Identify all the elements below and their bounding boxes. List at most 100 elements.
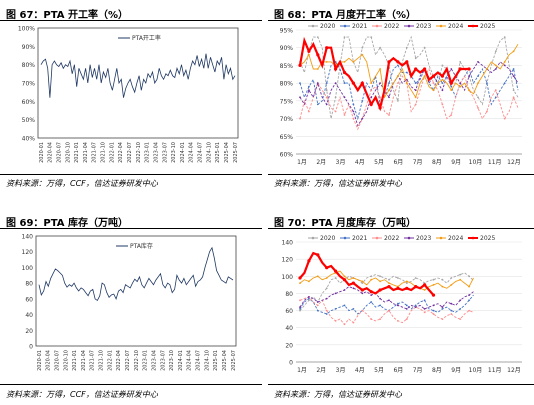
data-point-2021: [379, 304, 381, 307]
data-point-2025: [316, 253, 320, 257]
y-tick-label: 70%: [22, 81, 36, 88]
data-point-2025: [334, 67, 338, 71]
y-tick-label: 60: [285, 308, 293, 315]
y-tick-label: 0: [29, 344, 33, 351]
y-tick-label: 95%: [280, 28, 294, 35]
data-point-2024: [370, 82, 373, 84]
data-point-2020: [379, 46, 381, 49]
legend-marker: [471, 24, 475, 28]
x-tick-label: 2022-01: [107, 350, 113, 371]
data-point-2022: [343, 323, 346, 326]
legend-label: 2021: [352, 235, 367, 242]
x-tick-label: 8月: [432, 159, 442, 166]
data-point-2020: [405, 46, 408, 49]
data-point-2022: [459, 318, 462, 320]
x-tick-label: 2022-04: [116, 350, 122, 371]
legend-label: 2022: [384, 235, 399, 242]
data-point-2021: [494, 96, 497, 99]
data-point-2024: [343, 275, 346, 278]
data-point-2020: [361, 282, 364, 284]
data-point-2025: [360, 288, 364, 292]
data-point-2025: [298, 63, 302, 67]
data-point-2022: [388, 309, 390, 312]
data-point-2025: [378, 288, 382, 292]
x-tick-label: 2020-07: [56, 142, 62, 163]
source-note: 资料来源：万得，信达证券研发中心: [274, 179, 402, 188]
data-point-2024: [379, 280, 381, 283]
data-point-2020: [450, 277, 453, 279]
series-line-2024: [299, 43, 519, 99]
legend-label: 2020: [320, 23, 335, 30]
data-point-2023: [343, 289, 346, 291]
data-point-2022: [325, 309, 328, 312]
data-point-2025: [351, 81, 355, 85]
data-point-2020: [432, 278, 435, 281]
legend-marker: [311, 24, 315, 28]
data-point-2022: [477, 107, 479, 109]
data-point-2024: [316, 275, 319, 278]
data-point-2023: [325, 103, 328, 106]
data-point-2023: [325, 297, 328, 300]
x-tick-label: 2022-01: [109, 142, 115, 163]
data-point-2024: [512, 50, 515, 53]
data-point-2021: [361, 100, 364, 102]
panel-pta-monthly-operating-rate: 图 68：PTA 月度开工率（%） 60% 65% 70% 75% 80% 85% 90% 9…: [268, 0, 534, 200]
data-point-2022: [299, 299, 301, 302]
data-point-2022: [512, 96, 515, 99]
data-point-2023: [343, 96, 346, 99]
y-tick-label: 80: [285, 291, 293, 298]
y-tick-label: 75%: [280, 98, 294, 105]
y-tick-label: 80: [25, 281, 33, 288]
data-point-2024: [459, 278, 462, 281]
series-line-2024: [299, 270, 474, 291]
data-point-2022: [370, 89, 373, 92]
panel-pta-operating-rate: 图 67：PTA 开工率（%） 40% 50% 60% 70% 80% 90% 100% 20…: [0, 0, 262, 200]
chart-title: 图 67：PTA 开工率（%）: [6, 10, 129, 21]
data-point-2024: [379, 68, 381, 70]
data-point-2023: [379, 297, 381, 300]
y-tick-label: 60%: [22, 99, 36, 106]
legend-label: 2022: [384, 23, 399, 30]
data-point-2020: [503, 36, 506, 38]
divider: [268, 174, 534, 175]
data-point-2024: [414, 96, 417, 99]
x-tick-label: 2023-04: [153, 142, 159, 163]
source-note: 资料来源：万得，CCF，信达证券研发中心: [6, 390, 158, 399]
legend-marker: [439, 236, 443, 240]
data-point-2021: [343, 82, 346, 84]
series-line-2023: [299, 61, 519, 127]
x-tick-label: 2022-10: [134, 350, 140, 371]
data-point-2025: [414, 285, 418, 289]
legend-label: 2020: [320, 235, 335, 242]
x-tick-label: 2021-01: [74, 142, 80, 163]
data-point-2023: [405, 78, 408, 81]
data-point-2023: [459, 299, 462, 302]
x-tick-label: 2024-04: [189, 142, 195, 163]
y-tick-label: 80%: [22, 62, 36, 69]
data-point-2021: [512, 68, 515, 70]
divider: [0, 228, 262, 229]
data-point-2021: [405, 71, 408, 74]
data-point-2020: [414, 57, 417, 60]
data-point-2023: [352, 287, 355, 290]
y-tick-label: 60: [25, 296, 33, 303]
data-point-2025: [396, 60, 400, 64]
x-tick-label: 10月: [469, 367, 483, 374]
x-tick-label: 2020-01: [39, 142, 45, 163]
data-point-2020: [423, 46, 426, 49]
y-tick-label: 140: [282, 240, 294, 247]
data-point-2022: [468, 309, 470, 312]
data-point-2025: [396, 286, 400, 290]
data-point-2024: [405, 280, 408, 283]
data-point-2025: [360, 81, 364, 85]
x-tick-label: 9月: [451, 367, 461, 374]
data-point-2021: [405, 304, 408, 307]
x-tick-label: 2025-04: [224, 142, 230, 163]
y-tick-label: 60%: [280, 152, 294, 159]
data-point-2023: [468, 75, 470, 77]
data-point-2021: [503, 82, 506, 84]
legend-label: 2021: [352, 23, 367, 30]
divider: [0, 174, 262, 175]
data-point-2023: [512, 75, 515, 77]
